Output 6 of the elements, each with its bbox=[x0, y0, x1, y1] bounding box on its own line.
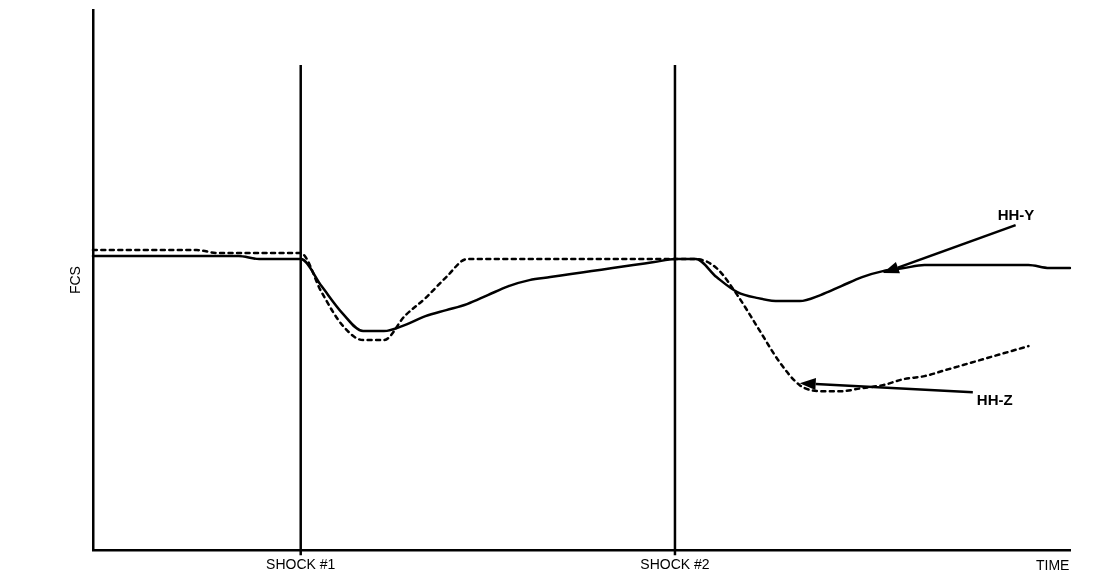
x-tick-label: SHOCK #1 bbox=[266, 556, 336, 573]
x-tick-label: SHOCK #2 bbox=[640, 556, 710, 573]
x-axis-title: TIME bbox=[1036, 557, 1070, 573]
series-label: HH-Z bbox=[976, 391, 1013, 409]
y-axis-title: FCS bbox=[67, 266, 84, 295]
text: HH-Y bbox=[997, 206, 1035, 224]
